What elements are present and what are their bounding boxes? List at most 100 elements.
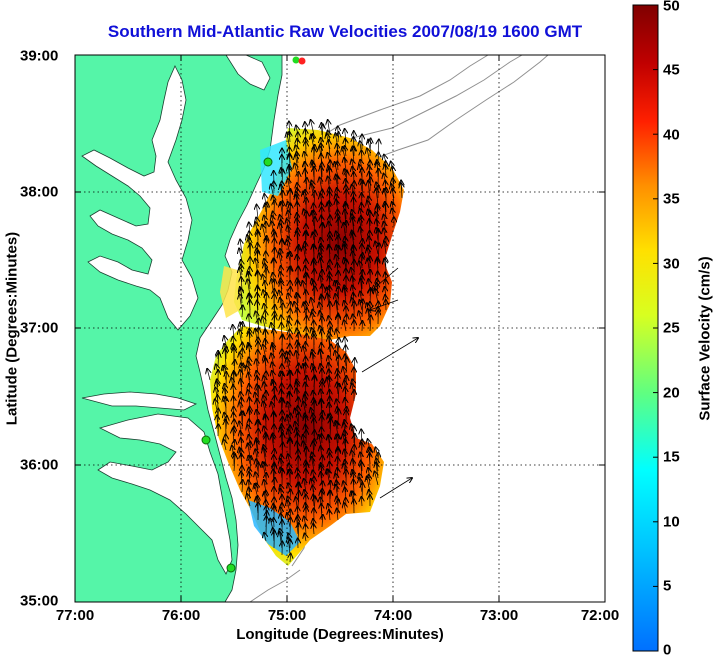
velocity-arrow bbox=[274, 464, 275, 479]
axis-ticks bbox=[75, 55, 605, 602]
velocity-arrow bbox=[312, 457, 315, 472]
velocity-arrow bbox=[346, 376, 347, 388]
velocity-arrow bbox=[311, 298, 314, 311]
velocity-arrow bbox=[313, 524, 314, 535]
velocity-arrow bbox=[274, 449, 275, 458]
y-tick-label: 38:00 bbox=[20, 183, 59, 201]
colorbar-tick-label: 30 bbox=[663, 255, 680, 273]
bathymetry-contours bbox=[249, 55, 549, 602]
velocity-arrow bbox=[247, 494, 250, 507]
velocity-arrow bbox=[279, 224, 282, 241]
velocity-arrow bbox=[258, 328, 259, 339]
velocity-arrow bbox=[242, 480, 243, 493]
velocity-arrow bbox=[282, 354, 283, 367]
velocity-arrow bbox=[266, 268, 267, 283]
velocity-arrow bbox=[336, 329, 338, 339]
velocity-arrow bbox=[290, 518, 291, 535]
velocity-arrow bbox=[378, 152, 379, 164]
velocity-arrow bbox=[274, 201, 275, 213]
velocity-arrow bbox=[298, 247, 299, 262]
colorbar-tick-label: 35 bbox=[663, 190, 680, 208]
y-tick-label: 36:00 bbox=[20, 456, 59, 474]
colorbar-tick-label: 5 bbox=[663, 577, 672, 595]
pamlico-sound bbox=[97, 413, 233, 575]
velocity-arrow bbox=[384, 242, 386, 255]
x-tick-label: 75:00 bbox=[267, 607, 307, 624]
colorbar-tick-label: 20 bbox=[663, 384, 680, 402]
velocity-arrow bbox=[344, 320, 346, 332]
velocity-arrow bbox=[362, 443, 363, 458]
velocity-arrow bbox=[372, 267, 399, 290]
colorbar-label: Surface Velocity (cm/s) bbox=[696, 256, 714, 421]
radar-station-marker bbox=[226, 563, 236, 573]
velocity-arrow bbox=[234, 454, 235, 472]
y-tick-label: 37:00 bbox=[20, 319, 59, 337]
x-tick-label: 74:00 bbox=[373, 607, 413, 624]
velocity-arrow bbox=[375, 472, 379, 486]
velocity-arrow bbox=[344, 503, 346, 514]
velocity-arrow bbox=[225, 349, 226, 367]
velocity-arrow bbox=[207, 369, 210, 381]
colorbar-ticks bbox=[653, 69, 658, 587]
albemarle-sound bbox=[81, 391, 198, 411]
colorbar-tick-label: 15 bbox=[663, 448, 680, 466]
velocity-arrow bbox=[290, 413, 291, 423]
velocity-arrow bbox=[306, 342, 307, 353]
velocity-arrow bbox=[370, 316, 371, 332]
velocity-arrow bbox=[264, 533, 266, 542]
x-tick-label: 72:00 bbox=[580, 607, 620, 624]
velocity-arrow bbox=[329, 246, 330, 262]
velocity-arrow bbox=[290, 287, 291, 297]
map-title: Southern Mid-Atlantic Raw Velocities 200… bbox=[107, 22, 583, 41]
x-axis-label: Longitude (Degrees:Minutes) bbox=[236, 626, 444, 643]
radar-station-marker bbox=[298, 57, 306, 65]
velocity-arrow bbox=[322, 456, 323, 465]
velocity-arrow bbox=[360, 227, 362, 241]
velocity-arrow bbox=[290, 153, 291, 171]
x-tick-label: 76:00 bbox=[161, 607, 201, 624]
radar-station-marker bbox=[263, 157, 273, 167]
velocity-arrow bbox=[379, 478, 412, 499]
grid-lines bbox=[75, 55, 605, 602]
colorbar-tick-label: 45 bbox=[663, 61, 680, 79]
velocity-arrow bbox=[376, 188, 378, 206]
colorbar-tick-label: 40 bbox=[663, 126, 680, 144]
velocity-arrow bbox=[311, 120, 314, 136]
velocity-arrow bbox=[282, 417, 283, 430]
x-tick-label: 77:00 bbox=[55, 607, 95, 624]
radar-station-marker bbox=[201, 435, 211, 445]
velocity-arrow bbox=[290, 267, 291, 283]
delaware-bay bbox=[225, 55, 271, 91]
y-tick-label: 35:00 bbox=[20, 592, 59, 610]
velocity-arrow bbox=[361, 497, 362, 507]
y-tick-label: 39:00 bbox=[20, 47, 59, 65]
y-axis-label: Latitude (Degrees:Minutes) bbox=[3, 231, 21, 426]
velocity-arrow bbox=[288, 538, 290, 556]
velocity-arrow bbox=[263, 402, 266, 416]
chesapeake-bay bbox=[81, 65, 199, 331]
velocity-arrow bbox=[361, 338, 418, 373]
velocity-arrow bbox=[338, 214, 339, 227]
velocity-arrow bbox=[266, 293, 267, 311]
velocity-arrow bbox=[306, 392, 307, 402]
velocity-arrow bbox=[223, 440, 226, 451]
velocity-arrow bbox=[242, 349, 243, 360]
velocity-arrow bbox=[322, 434, 323, 444]
x-tick-label: 73:00 bbox=[479, 607, 519, 624]
velocity-arrow bbox=[290, 371, 291, 381]
velocity-arrow bbox=[401, 181, 402, 199]
velocity-arrow bbox=[242, 306, 243, 318]
velocity-arrow bbox=[305, 534, 307, 542]
velocity-arrow bbox=[272, 435, 274, 451]
velocity-arrow bbox=[322, 515, 323, 528]
velocity-arrow bbox=[274, 258, 275, 276]
velocity-vectors bbox=[207, 120, 418, 563]
velocity-arrow bbox=[362, 321, 363, 332]
velocity-arrow bbox=[282, 201, 283, 220]
velocity-arrow bbox=[330, 419, 331, 437]
velocity-arrow bbox=[329, 510, 330, 521]
velocity-arrow bbox=[337, 509, 338, 521]
colorbar-tick-label: 50 bbox=[663, 0, 680, 15]
colorbar-tick-label: 25 bbox=[663, 319, 680, 337]
